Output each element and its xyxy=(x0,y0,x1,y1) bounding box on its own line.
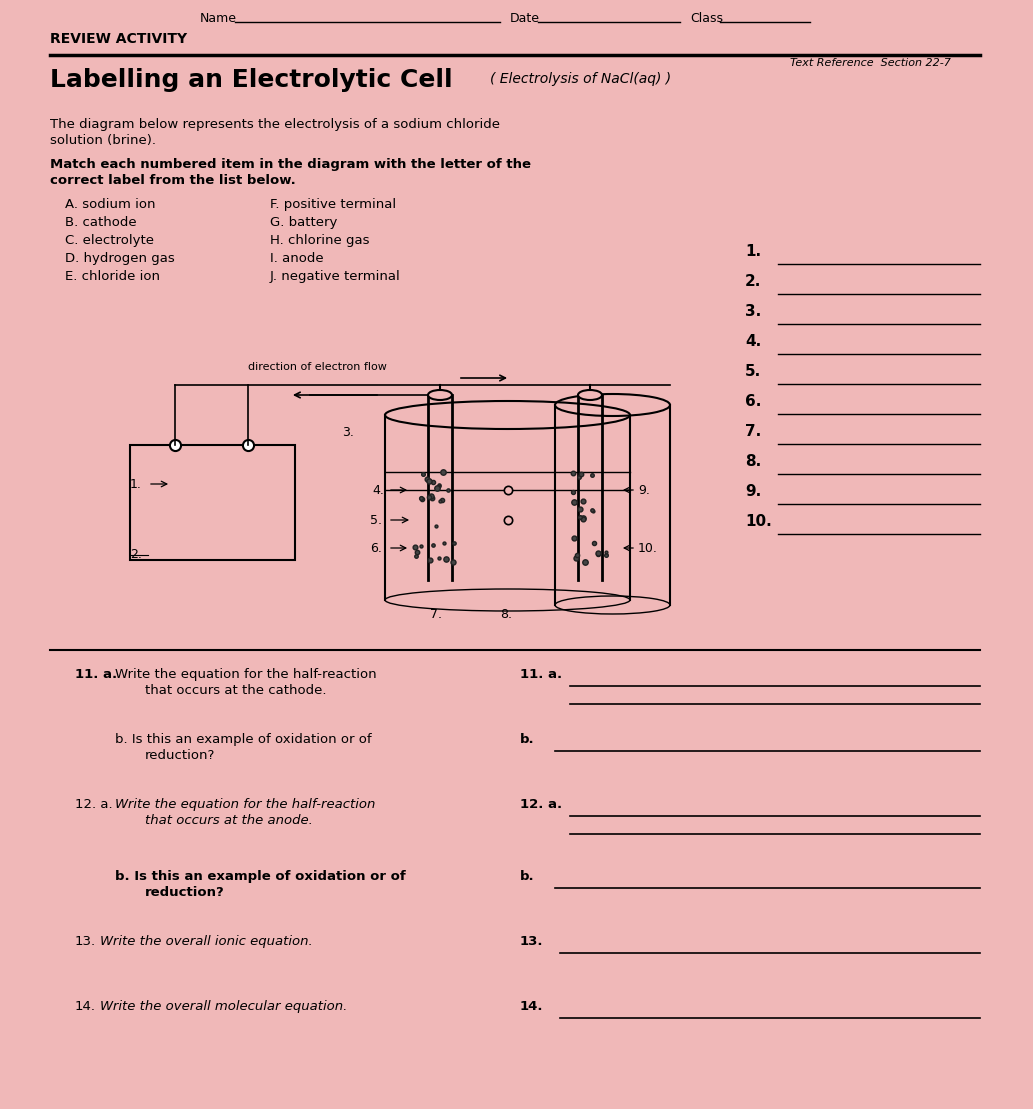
Text: The diagram below represents the electrolysis of a sodium chloride: The diagram below represents the electro… xyxy=(50,118,500,131)
Text: reduction?: reduction? xyxy=(145,886,225,899)
Text: 8.: 8. xyxy=(500,608,512,621)
Text: b. Is this an example of oxidation or of: b. Is this an example of oxidation or of xyxy=(115,733,372,746)
Text: REVIEW ACTIVITY: REVIEW ACTIVITY xyxy=(50,32,187,45)
Text: 5.: 5. xyxy=(370,513,382,527)
Text: 14.: 14. xyxy=(75,1000,96,1013)
Text: 2.: 2. xyxy=(745,274,761,289)
Text: E. chloride ion: E. chloride ion xyxy=(65,269,160,283)
Text: 11. a.: 11. a. xyxy=(75,668,117,681)
Text: 6.: 6. xyxy=(370,541,382,554)
Text: Write the overall molecular equation.: Write the overall molecular equation. xyxy=(100,1000,347,1013)
Text: 3.: 3. xyxy=(342,427,354,439)
Text: J. negative terminal: J. negative terminal xyxy=(270,269,401,283)
Text: F. positive terminal: F. positive terminal xyxy=(270,199,396,211)
Text: 13.: 13. xyxy=(520,935,543,948)
Text: 3.: 3. xyxy=(745,304,761,319)
Text: Write the equation for the half-reaction: Write the equation for the half-reaction xyxy=(115,798,375,811)
Text: b.: b. xyxy=(520,733,535,746)
Text: correct label from the list below.: correct label from the list below. xyxy=(50,174,295,187)
Text: I. anode: I. anode xyxy=(270,252,323,265)
Text: Name: Name xyxy=(200,12,237,26)
Text: 9.: 9. xyxy=(638,484,650,497)
Bar xyxy=(130,445,295,560)
Text: Write the overall ionic equation.: Write the overall ionic equation. xyxy=(100,935,313,948)
Text: 9.: 9. xyxy=(745,484,761,499)
Text: 4.: 4. xyxy=(372,484,384,497)
Text: Class: Class xyxy=(690,12,723,26)
Text: 2.: 2. xyxy=(130,549,142,561)
Text: 1.: 1. xyxy=(745,244,761,260)
Text: 6.: 6. xyxy=(745,394,761,409)
Ellipse shape xyxy=(428,390,452,400)
Text: Match each numbered item in the diagram with the letter of the: Match each numbered item in the diagram … xyxy=(50,157,531,171)
Text: 10.: 10. xyxy=(638,541,658,554)
Text: direction of electron flow: direction of electron flow xyxy=(248,362,387,372)
Text: B. cathode: B. cathode xyxy=(65,216,136,228)
Text: 4.: 4. xyxy=(745,334,761,349)
Text: 5.: 5. xyxy=(745,364,761,379)
Text: 7.: 7. xyxy=(745,424,761,439)
Text: Labelling an Electrolytic Cell: Labelling an Electrolytic Cell xyxy=(50,68,452,92)
Text: A. sodium ion: A. sodium ion xyxy=(65,199,156,211)
Text: 12. a.: 12. a. xyxy=(520,798,562,811)
Text: b. Is this an example of oxidation or of: b. Is this an example of oxidation or of xyxy=(115,869,406,883)
Text: 10.: 10. xyxy=(745,513,772,529)
Text: reduction?: reduction? xyxy=(145,749,215,762)
Text: Write the equation for the half-reaction: Write the equation for the half-reaction xyxy=(115,668,377,681)
Text: 8.: 8. xyxy=(745,454,761,469)
Text: 7.: 7. xyxy=(430,608,442,621)
Text: D. hydrogen gas: D. hydrogen gas xyxy=(65,252,175,265)
Text: 11. a.: 11. a. xyxy=(520,668,562,681)
Text: C. electrolyte: C. electrolyte xyxy=(65,234,154,247)
Text: 14.: 14. xyxy=(520,1000,543,1013)
Text: b.: b. xyxy=(520,869,535,883)
Text: solution (brine).: solution (brine). xyxy=(50,134,156,147)
Text: G. battery: G. battery xyxy=(270,216,338,228)
Text: H. chlorine gas: H. chlorine gas xyxy=(270,234,370,247)
Text: 13.: 13. xyxy=(75,935,96,948)
Text: 12. a.: 12. a. xyxy=(75,798,113,811)
Text: Date: Date xyxy=(510,12,540,26)
Ellipse shape xyxy=(578,390,602,400)
Text: 1.: 1. xyxy=(130,478,142,490)
Text: ( Electrolysis of NaCl(aq) ): ( Electrolysis of NaCl(aq) ) xyxy=(490,72,671,87)
Text: that occurs at the anode.: that occurs at the anode. xyxy=(145,814,313,827)
Text: Text Reference  Section 22-7: Text Reference Section 22-7 xyxy=(790,58,950,68)
Text: that occurs at the cathode.: that occurs at the cathode. xyxy=(145,684,326,696)
